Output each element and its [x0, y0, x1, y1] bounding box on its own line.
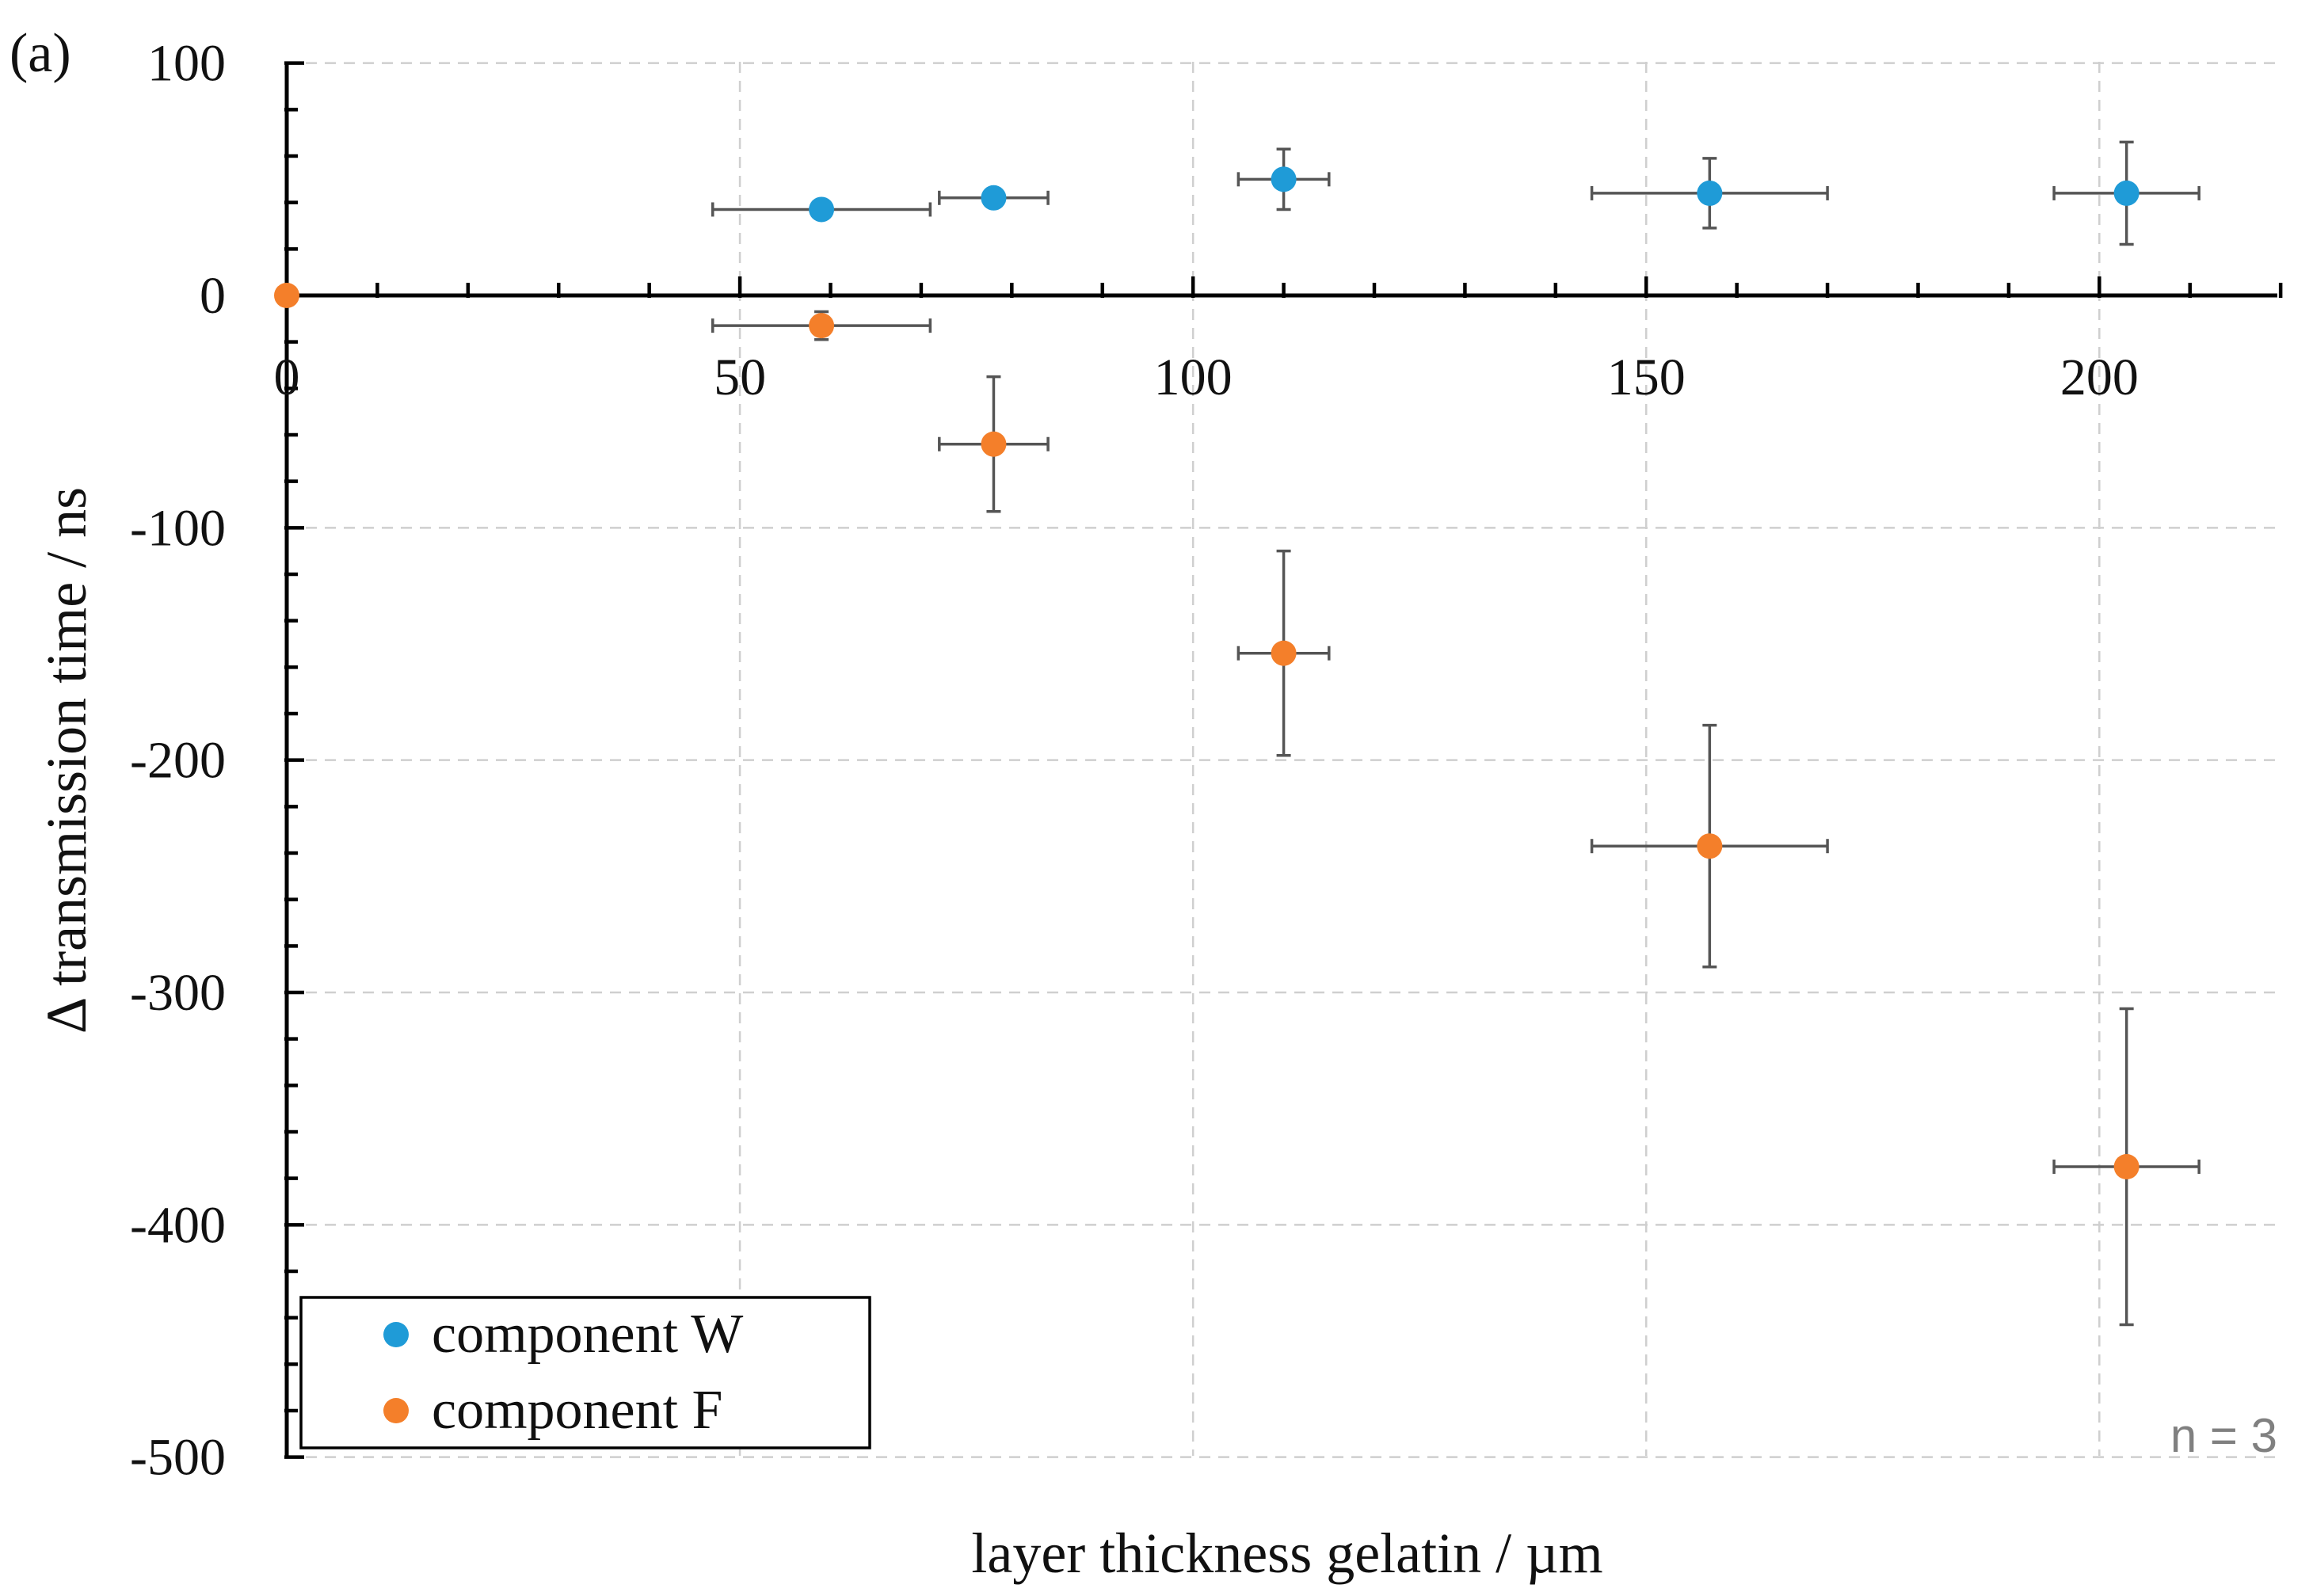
- component-f-point: [1697, 833, 1723, 859]
- component-w-point: [981, 185, 1007, 211]
- y-tick-label: -300: [130, 964, 226, 1022]
- tick-marks: [284, 61, 2283, 1459]
- y-tick-label: -100: [130, 499, 226, 557]
- component-w-point: [1697, 180, 1723, 206]
- legend: component W component F: [299, 1296, 871, 1449]
- x-axis-title: layer thickness gelatin / µm: [971, 1522, 1602, 1585]
- data-points: [274, 166, 2139, 1179]
- y-tick-label: 0: [200, 267, 226, 325]
- y-axis-title: Δ transmission time / ns: [35, 487, 98, 1034]
- sample-size-annotation: n = 3: [2170, 1409, 2277, 1462]
- panel-label: (a): [10, 23, 71, 84]
- x-tick-label: 100: [1154, 349, 1233, 406]
- axes: [284, 62, 2277, 1456]
- error-bars: [711, 140, 2200, 1327]
- legend-marker-component-w: [383, 1322, 409, 1347]
- component-f-point: [981, 431, 1007, 457]
- y-tick-label: -400: [130, 1196, 226, 1254]
- x-tick-label: 0: [274, 349, 300, 406]
- x-tick-label: 150: [1607, 349, 1686, 406]
- component-w-point: [809, 196, 835, 223]
- x-tick-label: 200: [2060, 349, 2139, 406]
- legend-label-component-f: component F: [432, 1380, 722, 1441]
- component-f-point: [1271, 640, 1297, 666]
- legend-label-component-w: component W: [432, 1304, 743, 1365]
- y-tick-label: 100: [147, 35, 226, 93]
- component-f-point: [809, 313, 835, 339]
- y-tick-label: -500: [130, 1429, 226, 1487]
- component-f-point: [2113, 1154, 2139, 1179]
- tick-labels: 100 0 -100 -200 -300 -400 -500 0 50 100 150 200: [130, 35, 2139, 1487]
- gridlines: [287, 62, 2277, 1458]
- x-tick-label: 50: [714, 349, 766, 406]
- y-tick-label: -200: [130, 732, 226, 790]
- legend-marker-component-f: [383, 1398, 409, 1423]
- component-w-point: [2113, 180, 2139, 206]
- component-f-point: [274, 283, 299, 308]
- component-w-point: [1271, 166, 1297, 192]
